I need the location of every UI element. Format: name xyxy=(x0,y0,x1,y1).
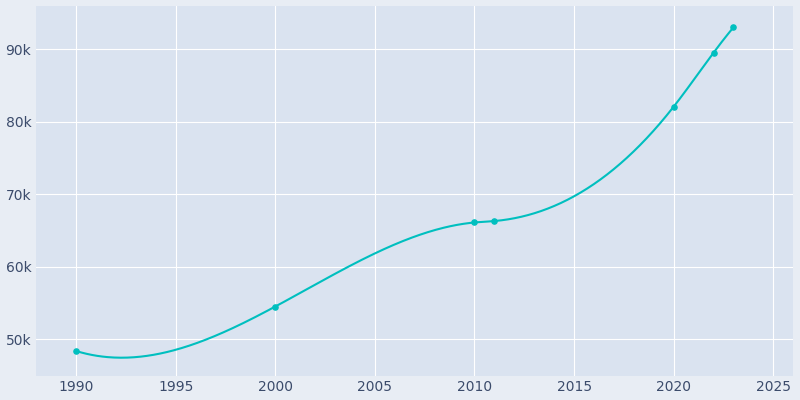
Point xyxy=(667,104,680,110)
Point xyxy=(468,219,481,226)
Point xyxy=(707,50,720,56)
Point xyxy=(488,218,501,224)
Point xyxy=(727,24,740,30)
Point xyxy=(70,348,82,354)
Point xyxy=(269,303,282,310)
